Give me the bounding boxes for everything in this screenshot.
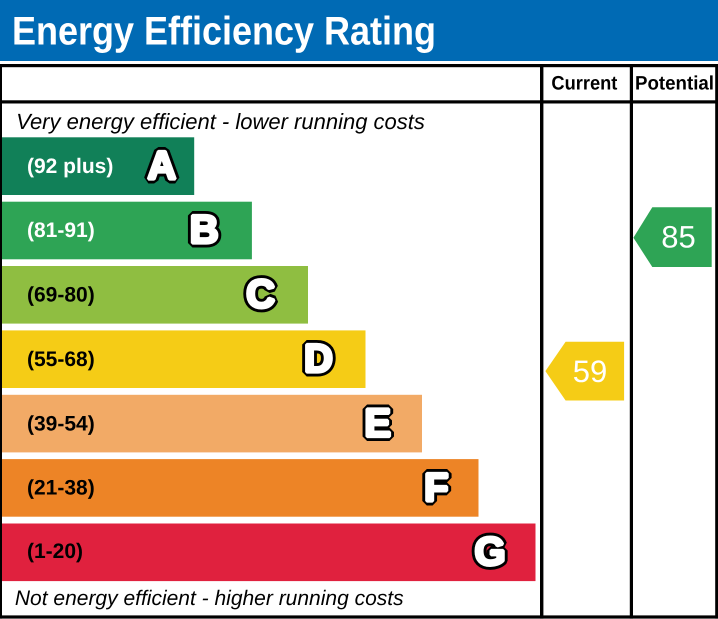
svg-text:(1-20): (1-20) [27,540,83,563]
svg-text:59: 59 [573,354,608,389]
svg-text:Very energy efficient - lower: Very energy efficient - lower running co… [16,109,425,134]
svg-text:G: G [474,530,505,574]
svg-text:(21-38): (21-38) [27,477,95,500]
svg-text:85: 85 [661,220,696,255]
svg-text:(81-91): (81-91) [27,219,95,242]
svg-text:F: F [424,466,448,510]
svg-text:C: C [246,272,275,316]
svg-text:B: B [190,208,219,252]
svg-text:G: G [474,530,505,574]
svg-text:Energy Efficiency Rating: Energy Efficiency Rating [12,10,436,54]
svg-text:Not energy efficient - higher: Not energy efficient - higher running co… [15,587,404,610]
svg-text:(39-54): (39-54) [27,412,95,435]
svg-text:F: F [424,466,448,510]
svg-text:A: A [147,144,176,188]
svg-text:D: D [304,337,333,381]
svg-text:Potential: Potential [635,73,714,95]
svg-text:C: C [246,272,275,316]
svg-text:(92 plus): (92 plus) [27,155,113,178]
svg-text:A: A [147,144,176,188]
svg-text:Current: Current [551,73,617,95]
svg-text:(55-68): (55-68) [27,348,95,371]
svg-text:D: D [304,337,333,381]
svg-text:(69-80): (69-80) [27,284,95,307]
svg-text:E: E [364,401,391,445]
svg-text:E: E [364,401,391,445]
svg-text:B: B [190,208,219,252]
